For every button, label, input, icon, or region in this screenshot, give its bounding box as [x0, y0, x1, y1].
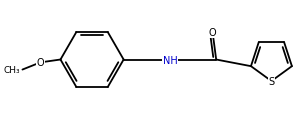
- Text: O: O: [37, 58, 44, 68]
- Text: NH: NH: [163, 55, 177, 65]
- Text: S: S: [268, 76, 274, 86]
- Text: O: O: [209, 28, 217, 38]
- Text: CH₃: CH₃: [4, 65, 20, 74]
